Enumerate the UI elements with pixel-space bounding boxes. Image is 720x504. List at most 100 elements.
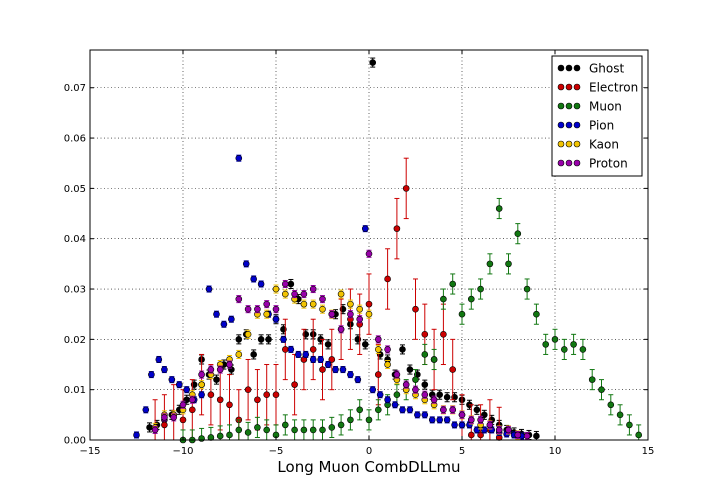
data-point: [458, 310, 466, 318]
data-point: [354, 376, 362, 383]
legend-marker: [573, 83, 581, 91]
data-point: [254, 424, 261, 431]
data-point: [588, 376, 596, 383]
data-point: [421, 411, 429, 419]
y-tick-label: 0.04: [64, 234, 86, 245]
data-point: [421, 331, 429, 338]
data-point: [505, 260, 512, 268]
data-point: [449, 406, 457, 414]
data-point: [384, 275, 391, 283]
data-point: [347, 300, 354, 308]
data-point: [376, 391, 384, 399]
data-point: [161, 414, 168, 421]
series-pion: [133, 154, 525, 440]
legend-marker: [557, 102, 565, 110]
data-point: [570, 341, 577, 348]
data-point: [436, 391, 443, 399]
data-point: [393, 371, 401, 378]
x-tick-label: 5: [459, 446, 465, 457]
data-point: [272, 391, 280, 399]
data-point: [328, 356, 336, 363]
data-point: [347, 310, 354, 318]
legend-label-muon: Muon: [589, 100, 622, 114]
data-point: [443, 393, 451, 401]
data-point: [272, 315, 280, 323]
legend-label-proton: Proton: [589, 157, 628, 171]
data-point: [300, 300, 308, 308]
data-point: [616, 411, 624, 419]
data-point: [598, 386, 605, 393]
data-point: [440, 331, 447, 338]
x-tick-label: −5: [269, 446, 284, 457]
data-point: [374, 346, 382, 353]
legend-marker: [573, 64, 581, 72]
data-point: [339, 366, 347, 373]
data-point: [505, 426, 512, 434]
data-point: [319, 366, 326, 373]
data-point: [146, 424, 153, 431]
data-point: [263, 391, 271, 399]
x-tick-label: 0: [366, 446, 372, 457]
data-point: [309, 300, 317, 308]
data-point: [347, 371, 354, 378]
series-layer: [133, 57, 643, 444]
data-point: [183, 396, 191, 404]
data-point: [421, 381, 429, 388]
data-point: [414, 411, 421, 419]
data-point: [523, 432, 531, 440]
data-point: [328, 310, 336, 318]
y-tick-label: 0.07: [64, 83, 86, 94]
data-point: [495, 426, 503, 434]
data-point: [635, 431, 643, 439]
legend-marker: [565, 83, 573, 91]
data-point: [281, 421, 289, 429]
legend-marker: [557, 64, 565, 72]
data-point: [458, 421, 466, 429]
x-tick-label: 10: [549, 446, 562, 457]
data-point: [216, 396, 224, 404]
data-point: [198, 371, 205, 378]
data-point: [412, 305, 419, 313]
data-point: [579, 346, 587, 353]
legend-marker: [573, 159, 581, 167]
data-point: [626, 421, 633, 429]
data-point: [374, 406, 382, 414]
data-point: [551, 336, 559, 343]
data-point: [332, 366, 339, 373]
data-point: [486, 421, 494, 429]
data-point: [250, 351, 257, 358]
data-point: [291, 381, 298, 388]
data-point: [328, 424, 336, 431]
data-point: [302, 351, 310, 358]
data-point: [189, 396, 196, 404]
data-point: [235, 154, 243, 162]
x-axis-label: Long Muon CombDLLmu: [277, 458, 460, 476]
data-point: [361, 225, 369, 232]
data-point: [481, 411, 488, 419]
data-point: [244, 429, 252, 436]
data-point: [542, 341, 550, 348]
data-point: [220, 320, 228, 328]
data-point: [412, 386, 419, 393]
legend-marker: [557, 121, 565, 129]
data-point: [337, 421, 345, 429]
y-tick-label: 0.03: [64, 285, 86, 296]
data-point: [402, 185, 410, 192]
data-point: [235, 351, 243, 358]
data-point: [374, 336, 382, 343]
axis-ticks: −15 −10 −5 0 5 10 15 0.00 0.01 0.02 0.03 0.04 0.05 0.…: [64, 50, 654, 457]
data-point: [393, 225, 401, 232]
data-point: [337, 325, 345, 333]
data-point: [235, 336, 243, 343]
data-point: [449, 366, 457, 373]
data-point: [244, 331, 252, 338]
legend-label-electron: Electron: [589, 81, 638, 95]
data-point: [486, 260, 494, 268]
data-point: [142, 406, 150, 414]
data-point: [263, 300, 271, 308]
data-point: [263, 310, 271, 318]
data-point: [607, 401, 615, 409]
data-point: [280, 336, 287, 343]
legend-marker: [557, 83, 565, 91]
data-point: [287, 280, 295, 288]
